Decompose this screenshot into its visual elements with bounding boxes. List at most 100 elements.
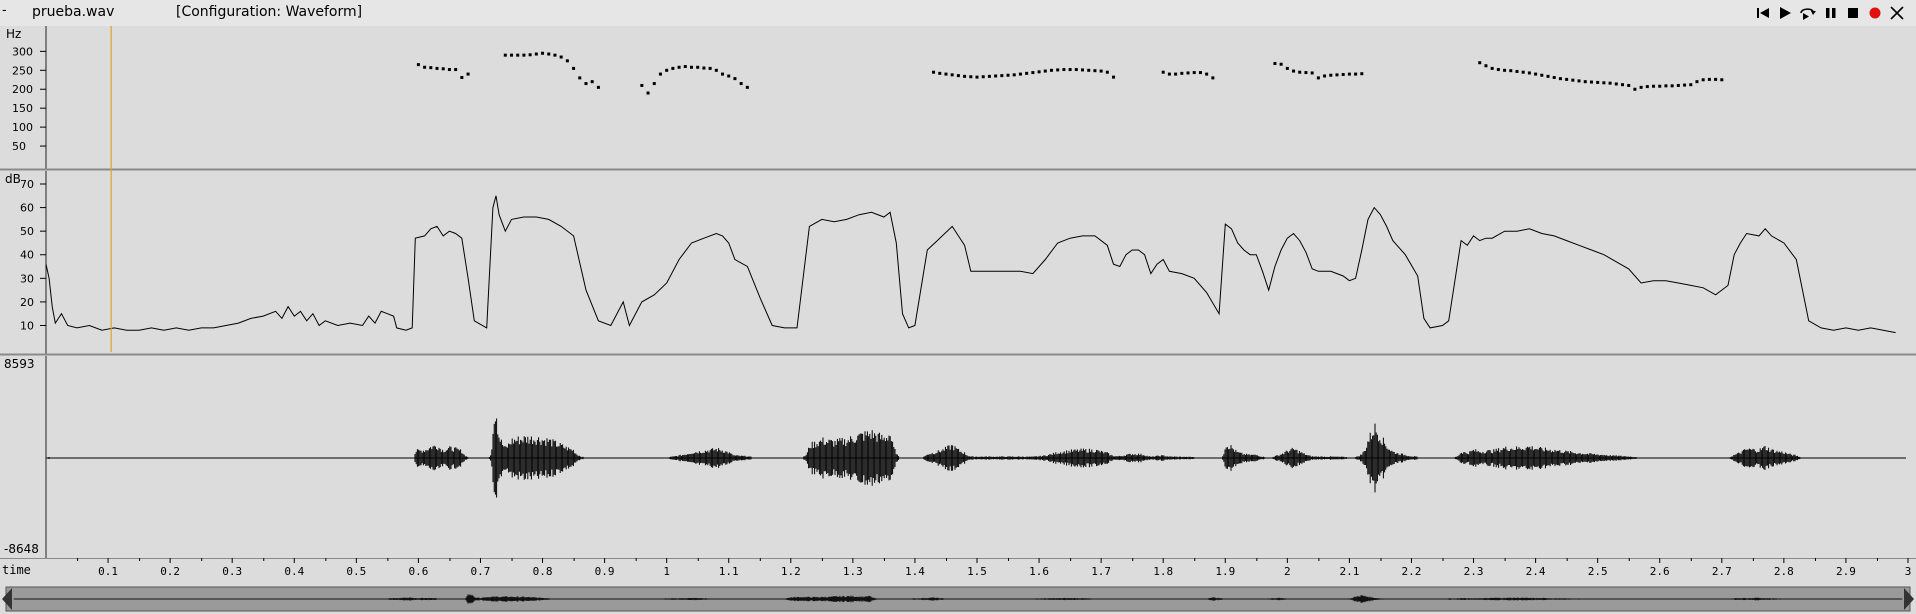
pitch-point (435, 66, 439, 70)
pitch-point (1211, 76, 1215, 80)
energy-pane[interactable]: dB 70 60 50 40 30 20 10 (0, 171, 1916, 354)
pitch-point (429, 66, 433, 70)
pitch-point (516, 53, 520, 57)
pitch-point (1509, 69, 1513, 73)
pitch-point (1186, 71, 1190, 75)
time-tick-label: 0.4 (284, 565, 304, 578)
time-tick-label: 2.7 (1712, 565, 1732, 578)
pitch-point (1043, 69, 1047, 73)
energy-line (45, 195, 1896, 334)
title-bar: - prueba.wav [Configuration: Waveform] (0, 0, 1916, 27)
file-name: prueba.wav (32, 4, 115, 20)
time-tick-label: 2.1 (1339, 565, 1359, 578)
energy-tick-label: 20 (20, 296, 34, 309)
pitch-point (646, 91, 650, 95)
energy-tick-label: 30 (20, 272, 34, 285)
energy-unit-label: dB (5, 172, 21, 186)
pitch-point (658, 72, 662, 76)
waveform-signal (46, 418, 1906, 498)
pitch-point (547, 52, 551, 56)
waveform-pane[interactable]: 8593 -8648 (0, 356, 1916, 558)
pitch-point (1298, 70, 1302, 74)
play-icon[interactable] (1776, 5, 1794, 21)
pitch-point (572, 66, 576, 70)
pitch-point (938, 71, 942, 75)
pitch-point (1627, 83, 1631, 87)
waveform-max-label: 8593 (4, 357, 35, 371)
time-tick-label: 0.8 (533, 565, 553, 578)
pitch-tick-label: 300 (12, 45, 33, 58)
time-tick-label: 1.9 (1215, 565, 1235, 578)
pitch-point (1707, 77, 1711, 81)
pitch-point (541, 51, 545, 55)
skip-start-icon[interactable] (1754, 5, 1772, 21)
pitch-point (1180, 71, 1184, 75)
pitch-point (1639, 85, 1643, 89)
pitch-point (708, 66, 712, 70)
window-menu-button[interactable]: - (2, 3, 7, 18)
time-tick-label: 2.3 (1464, 565, 1484, 578)
pitch-point (1006, 73, 1010, 77)
pitch-point (987, 74, 991, 78)
pitch-point (994, 74, 998, 78)
overview-scrollbar[interactable] (0, 580, 1916, 614)
pitch-point (1087, 68, 1091, 72)
pitch-point (1515, 69, 1519, 73)
pitch-point (584, 82, 588, 86)
pitch-point (1310, 71, 1314, 75)
pitch-tick-label: 150 (12, 102, 33, 115)
energy-tick-label: 60 (20, 202, 34, 215)
pitch-point (1571, 78, 1575, 82)
pitch-point (975, 75, 979, 79)
time-tick-label: 2 (1284, 565, 1291, 578)
pitch-point (1583, 80, 1587, 84)
pitch-point (447, 68, 451, 72)
pitch-point (1074, 68, 1078, 72)
pitch-point (950, 73, 954, 77)
pitch-point (665, 68, 669, 72)
time-tick-label: 2.6 (1650, 565, 1670, 578)
pitch-point (528, 53, 532, 57)
close-icon[interactable] (1888, 5, 1906, 21)
pitch-pane[interactable]: Hz 300 250 200 150 100 50 (0, 26, 1916, 169)
pitch-point (1279, 62, 1283, 66)
time-tick-label: 0.5 (346, 565, 366, 578)
pitch-point (559, 55, 563, 59)
energy-tick-label: 70 (20, 178, 34, 191)
pitch-point (460, 76, 464, 79)
pitch-track (416, 51, 1724, 95)
pitch-tick-label: 250 (12, 64, 33, 77)
pitch-point (1484, 64, 1488, 68)
pitch-point (963, 74, 967, 78)
pitch-point (1565, 77, 1569, 81)
pause-icon[interactable] (1822, 5, 1840, 21)
time-tick-label: 0.2 (160, 565, 180, 578)
pitch-point (1025, 71, 1029, 75)
pitch-point (510, 53, 513, 57)
time-tick-label: 1.3 (843, 565, 863, 578)
pitch-point (969, 75, 973, 79)
pitch-point (1589, 80, 1593, 84)
pitch-point (652, 82, 656, 86)
pitch-point (1161, 70, 1165, 74)
pitch-point (1316, 76, 1320, 80)
pitch-point (1527, 71, 1531, 75)
pitch-point (981, 75, 985, 79)
time-axis-label: time (2, 563, 31, 577)
energy-tick-label: 10 (20, 319, 34, 332)
pitch-point (416, 63, 420, 67)
time-tick-label: 0.6 (408, 565, 428, 578)
loop-play-icon[interactable] (1798, 5, 1818, 21)
analysis-view: Hz 300 250 200 150 100 50 dB 70 60 50 40 30 20 10 8… (0, 26, 1916, 614)
pitch-point (1658, 84, 1662, 88)
time-tick-label: 1.6 (1029, 565, 1049, 578)
scroll-right-icon[interactable] (1904, 588, 1914, 610)
pitch-point (1614, 82, 1618, 86)
scroll-left-icon[interactable] (2, 588, 12, 610)
pitch-point (1720, 78, 1724, 82)
stop-icon[interactable] (1844, 5, 1862, 21)
energy-y-axis: 70 60 50 40 30 20 10 (20, 178, 46, 332)
pitch-point (1670, 84, 1674, 88)
pitch-point (1205, 72, 1209, 76)
record-icon[interactable] (1866, 5, 1884, 21)
